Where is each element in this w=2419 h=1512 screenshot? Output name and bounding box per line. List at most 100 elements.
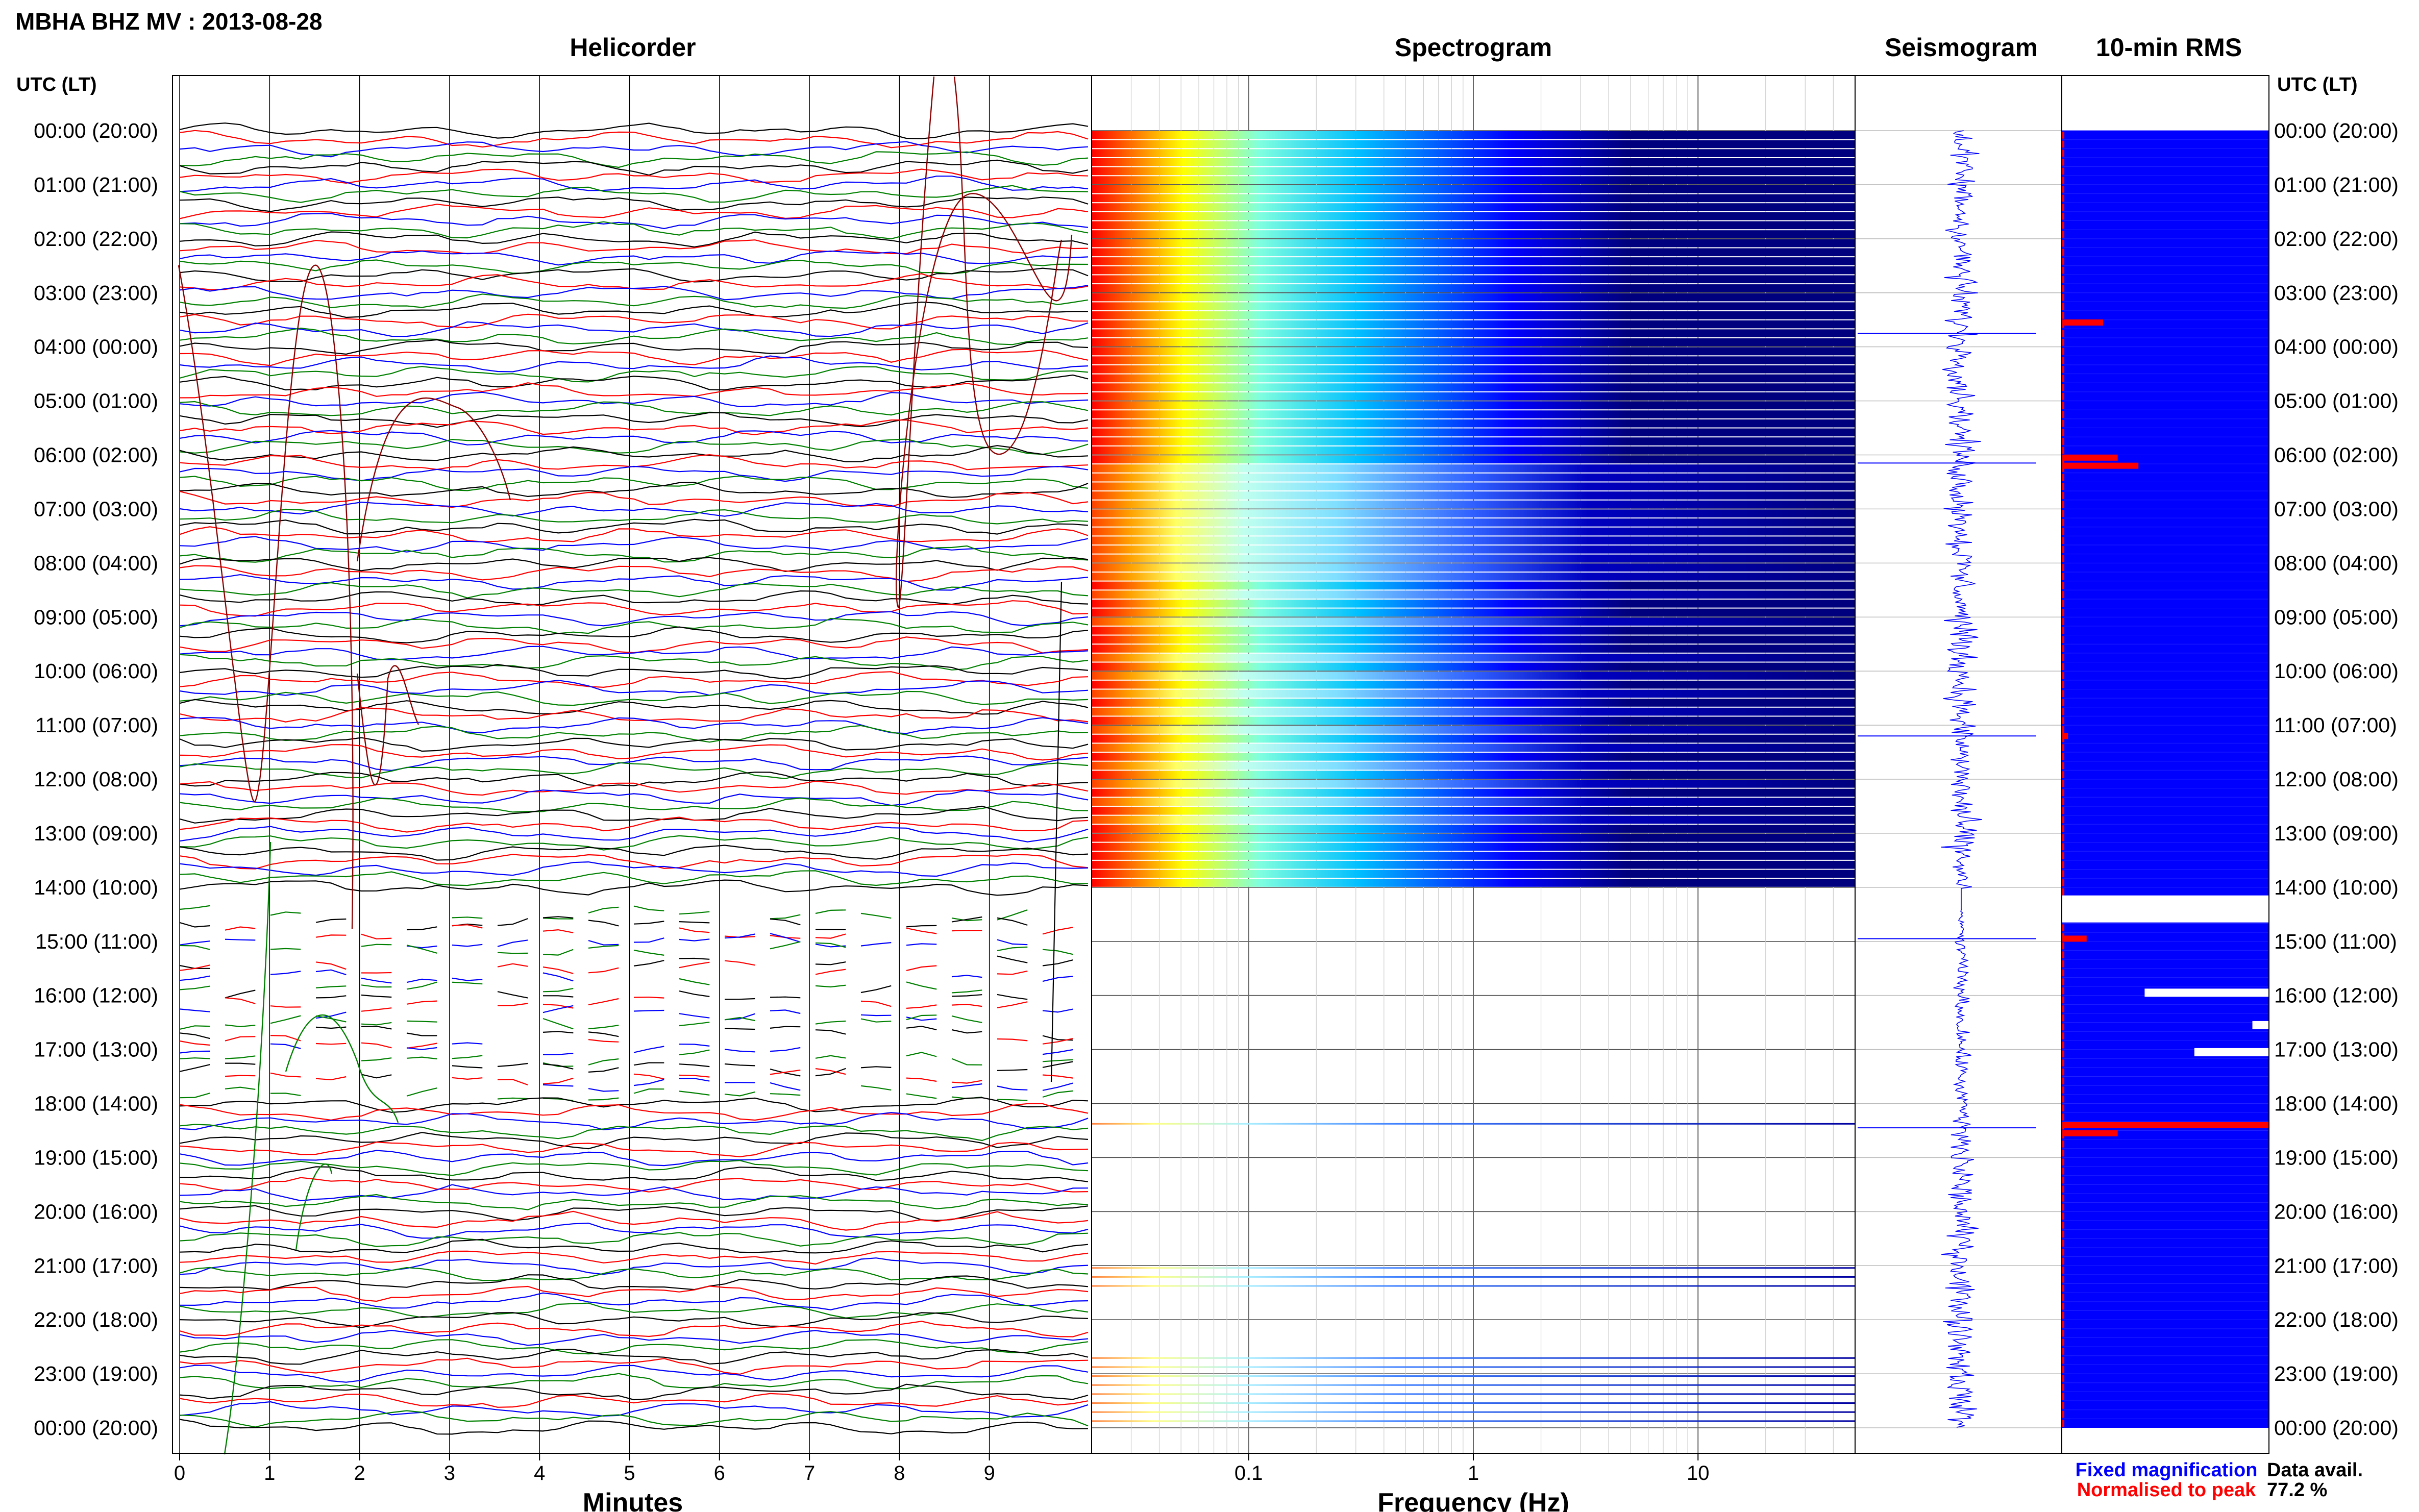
rms-normalised-tick	[2062, 1176, 2064, 1184]
helicorder-trace-segment	[633, 1062, 664, 1066]
hour-label-right: 12:00 (08:00)	[2274, 767, 2399, 791]
helicorder-trace-segment	[633, 905, 664, 911]
spectrogram-row	[1092, 239, 1855, 247]
hour-label-left: 21:00 (17:00)	[34, 1254, 158, 1277]
helicorder-trace-segment	[724, 1091, 755, 1097]
helicorder-trace	[179, 401, 1089, 416]
spectrogram-row	[1092, 761, 1855, 770]
helicorder-trace	[179, 1194, 1089, 1210]
spectrogram-row	[1092, 500, 1855, 509]
helicorder-traces	[178, 76, 1089, 1455]
helicorder-xlabel: Minutes	[583, 1488, 683, 1512]
helicorder-trace-segment	[179, 1040, 210, 1046]
helicorder-large-wave	[295, 1163, 333, 1251]
rms-normalised-tick	[2062, 978, 2064, 986]
helicorder-trace-segment	[815, 1020, 846, 1025]
helicorder-trace-segment	[997, 1038, 1028, 1042]
helicorder-trace	[179, 780, 1089, 796]
spectrogram-row	[1092, 212, 1855, 220]
spectrogram-thin-row	[1092, 1276, 1855, 1278]
helicorder-trace	[179, 797, 1089, 813]
helicorder-trace-segment	[179, 1008, 210, 1012]
helicorder-trace	[179, 374, 1089, 391]
helicorder-large-wave	[356, 665, 419, 786]
helicorder-trace-segment	[815, 969, 846, 975]
rms-normalised-peak	[2062, 454, 2118, 461]
helicorder-trace-segment	[815, 929, 846, 930]
helicorder-trace-segment	[951, 975, 982, 978]
spectrogram-row	[1092, 410, 1855, 418]
helicorder-trace	[179, 339, 1089, 355]
rms-normalised-tick	[2062, 699, 2064, 706]
helicorder-trace	[179, 611, 1089, 627]
helicorder-trace	[179, 1150, 1089, 1167]
helicorder-trace-segment	[452, 1055, 483, 1059]
helicorder-trace	[179, 1222, 1089, 1239]
helicorder-trace-segment	[679, 921, 710, 924]
helicorder-trace	[179, 707, 1089, 723]
hour-label-right: 09:00 (05:00)	[2274, 605, 2399, 629]
spectrogram-row	[1092, 158, 1855, 166]
helicorder-trace-segment	[452, 1077, 483, 1080]
rms-normalised-tick	[2062, 402, 2064, 409]
spectrogram-row	[1092, 699, 1855, 707]
helicorder-trace	[179, 565, 1089, 582]
spectrogram-thin-row	[1092, 1366, 1855, 1368]
rms-missing-segment	[2252, 1021, 2269, 1029]
rms-normalised-tick	[2062, 1050, 2064, 1058]
helicorder-trace	[179, 854, 1089, 870]
helicorder-trace-segment	[452, 981, 483, 985]
helicorder-trace	[179, 454, 1089, 470]
helicorder-trace-segment	[270, 1005, 301, 1008]
rms-normalised-tick	[2062, 879, 2064, 886]
rms-normalised-tick	[2062, 1339, 2064, 1346]
rms-normalised-tick	[2062, 1284, 2064, 1292]
helicorder-trace-segment	[361, 1007, 392, 1012]
helicorder-trace-segment	[315, 934, 347, 938]
rms-normalised-tick	[2062, 1212, 2064, 1220]
helicorder-trace-segment	[906, 943, 937, 946]
rms-normalised-tick	[2062, 843, 2064, 851]
hour-label-left: 13:00 (09:00)	[34, 822, 158, 845]
helicorder-tick-label: 2	[354, 1462, 365, 1484]
helicorder-trace-segment	[315, 969, 347, 976]
helicorder-trace-segment	[588, 1097, 619, 1101]
rms-normalised-tick	[2062, 1195, 2064, 1202]
rms-normalised-tick	[2062, 392, 2064, 400]
helicorder-trace-segment	[633, 1046, 664, 1053]
rms-normalised-tick	[2062, 1257, 2064, 1265]
helicorder-trace-segment	[906, 927, 937, 934]
helicorder-trace	[179, 861, 1089, 877]
helicorder-trace	[180, 1166, 1089, 1182]
helicorder-trace-segment	[815, 942, 846, 948]
helicorder-x-ticks: 0 1 2 3 4 5 6 7 8 9	[174, 1453, 995, 1484]
helicorder-trace-segment	[361, 933, 392, 939]
rms-normalised-tick	[2062, 771, 2064, 778]
rms-normalised-tick	[2062, 483, 2064, 490]
helicorder-trace-segment	[406, 945, 437, 954]
spectrogram-row	[1092, 167, 1855, 176]
hour-label-left: 16:00 (12:00)	[34, 984, 158, 1007]
helicorder-trace	[179, 574, 1089, 591]
rms-normalised-tick	[2062, 1185, 2064, 1193]
spectrogram-row	[1092, 365, 1855, 374]
spectrogram-row	[1092, 546, 1855, 554]
rms-normalised-tick	[2062, 1402, 2064, 1409]
helicorder-trace-segment	[906, 1077, 937, 1082]
helicorder-trace	[179, 582, 1089, 599]
helicorder-trace	[179, 1373, 1089, 1390]
helicorder-trace	[179, 690, 1089, 706]
spectrogram-row	[1092, 645, 1855, 653]
spectrogram-row	[1092, 311, 1855, 319]
spectrogram-row	[1092, 518, 1855, 527]
helicorder-trace-segment	[1042, 1061, 1073, 1068]
helicorder-tick-label: 5	[624, 1462, 635, 1484]
helicorder-trace-segment	[497, 1003, 528, 1006]
helicorder-trace-segment	[770, 1093, 801, 1096]
helicorder-trace-segment	[270, 1015, 301, 1024]
hour-label-left: 02:00 (22:00)	[34, 227, 158, 251]
helicorder-trace-segment	[906, 1093, 937, 1099]
helicorder-trace-segment	[860, 1066, 892, 1069]
helicorder-trace	[179, 122, 1089, 139]
